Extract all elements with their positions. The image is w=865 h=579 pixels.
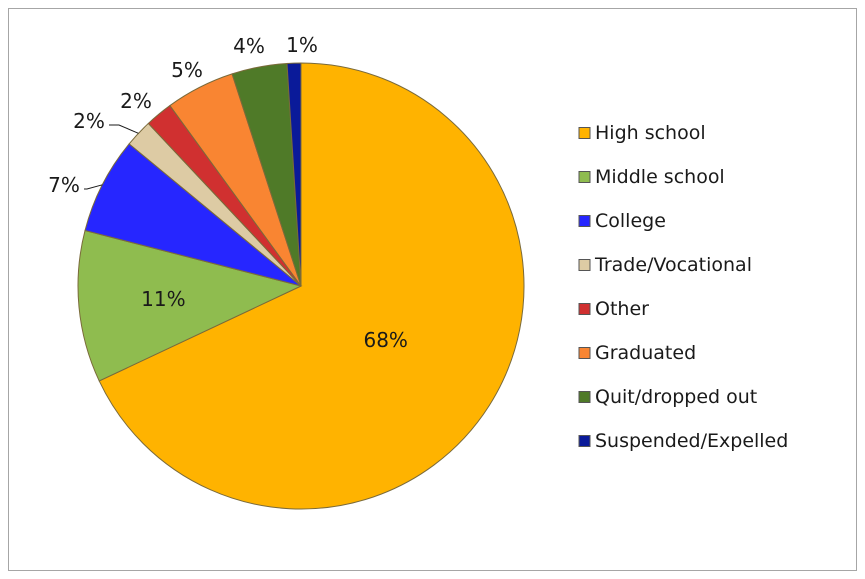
pie-slice-high-school xyxy=(98,62,525,510)
pie-slices xyxy=(77,62,525,510)
pie-slice-suspended-expelled xyxy=(286,62,302,287)
legend-swatch-high-school xyxy=(578,127,591,139)
leader-lines xyxy=(84,124,139,190)
data-labels: 68% 11% 7% 2% 2% 5% 4% 1% xyxy=(48,33,408,352)
leader-line-trade-vocational xyxy=(109,124,139,134)
data-label-other: 2% xyxy=(120,89,152,113)
legend-label-middle-school: Middle school xyxy=(595,166,725,188)
legend-label-college: College xyxy=(595,210,666,232)
legend-label-trade-vocational: Trade/Vocational xyxy=(594,254,752,276)
legend-swatch-other xyxy=(578,303,591,315)
legend-item-other: Other xyxy=(578,298,649,320)
legend-swatch-suspended-expelled xyxy=(578,435,591,447)
pie-chart: 68% 11% 7% 2% 2% 5% 4% 1% High school Middle sch… xyxy=(48,33,788,510)
data-label-trade-vocational: 2% xyxy=(73,109,105,133)
legend: High school Middle school College Trade/Voc… xyxy=(578,122,788,452)
data-label-graduated: 5% xyxy=(171,58,203,82)
legend-item-middle-school: Middle school xyxy=(578,166,725,188)
legend-item-college: College xyxy=(578,210,666,232)
legend-item-trade-vocational: Trade/Vocational xyxy=(578,254,752,276)
legend-swatch-trade-vocational xyxy=(578,259,591,271)
legend-swatch-quit-dropped-out xyxy=(578,391,591,403)
legend-label-high-school: High school xyxy=(595,122,706,144)
legend-item-quit-dropped-out: Quit/dropped out xyxy=(578,386,757,408)
legend-label-suspended-expelled: Suspended/Expelled xyxy=(595,430,788,452)
pie-slice-middle-school xyxy=(77,229,303,382)
data-label-suspended-expelled: 1% xyxy=(286,33,318,57)
data-label-middle-school: 11% xyxy=(141,287,185,311)
legend-swatch-graduated xyxy=(578,347,591,359)
data-label-quit-dropped-out: 4% xyxy=(233,34,265,58)
legend-swatch-college xyxy=(578,215,591,227)
legend-swatch-middle-school xyxy=(578,171,591,183)
legend-item-graduated: Graduated xyxy=(578,342,696,364)
legend-item-high-school: High school xyxy=(578,122,706,144)
data-label-college: 7% xyxy=(48,173,80,197)
leader-line-college xyxy=(84,184,103,190)
legend-label-other: Other xyxy=(595,298,649,320)
legend-label-quit-dropped-out: Quit/dropped out xyxy=(595,386,757,408)
data-label-high-school: 68% xyxy=(363,328,407,352)
chart-frame: 68% 11% 7% 2% 2% 5% 4% 1% High school Middle sch… xyxy=(8,8,857,571)
legend-label-graduated: Graduated xyxy=(595,342,696,364)
legend-item-suspended-expelled: Suspended/Expelled xyxy=(578,430,788,452)
